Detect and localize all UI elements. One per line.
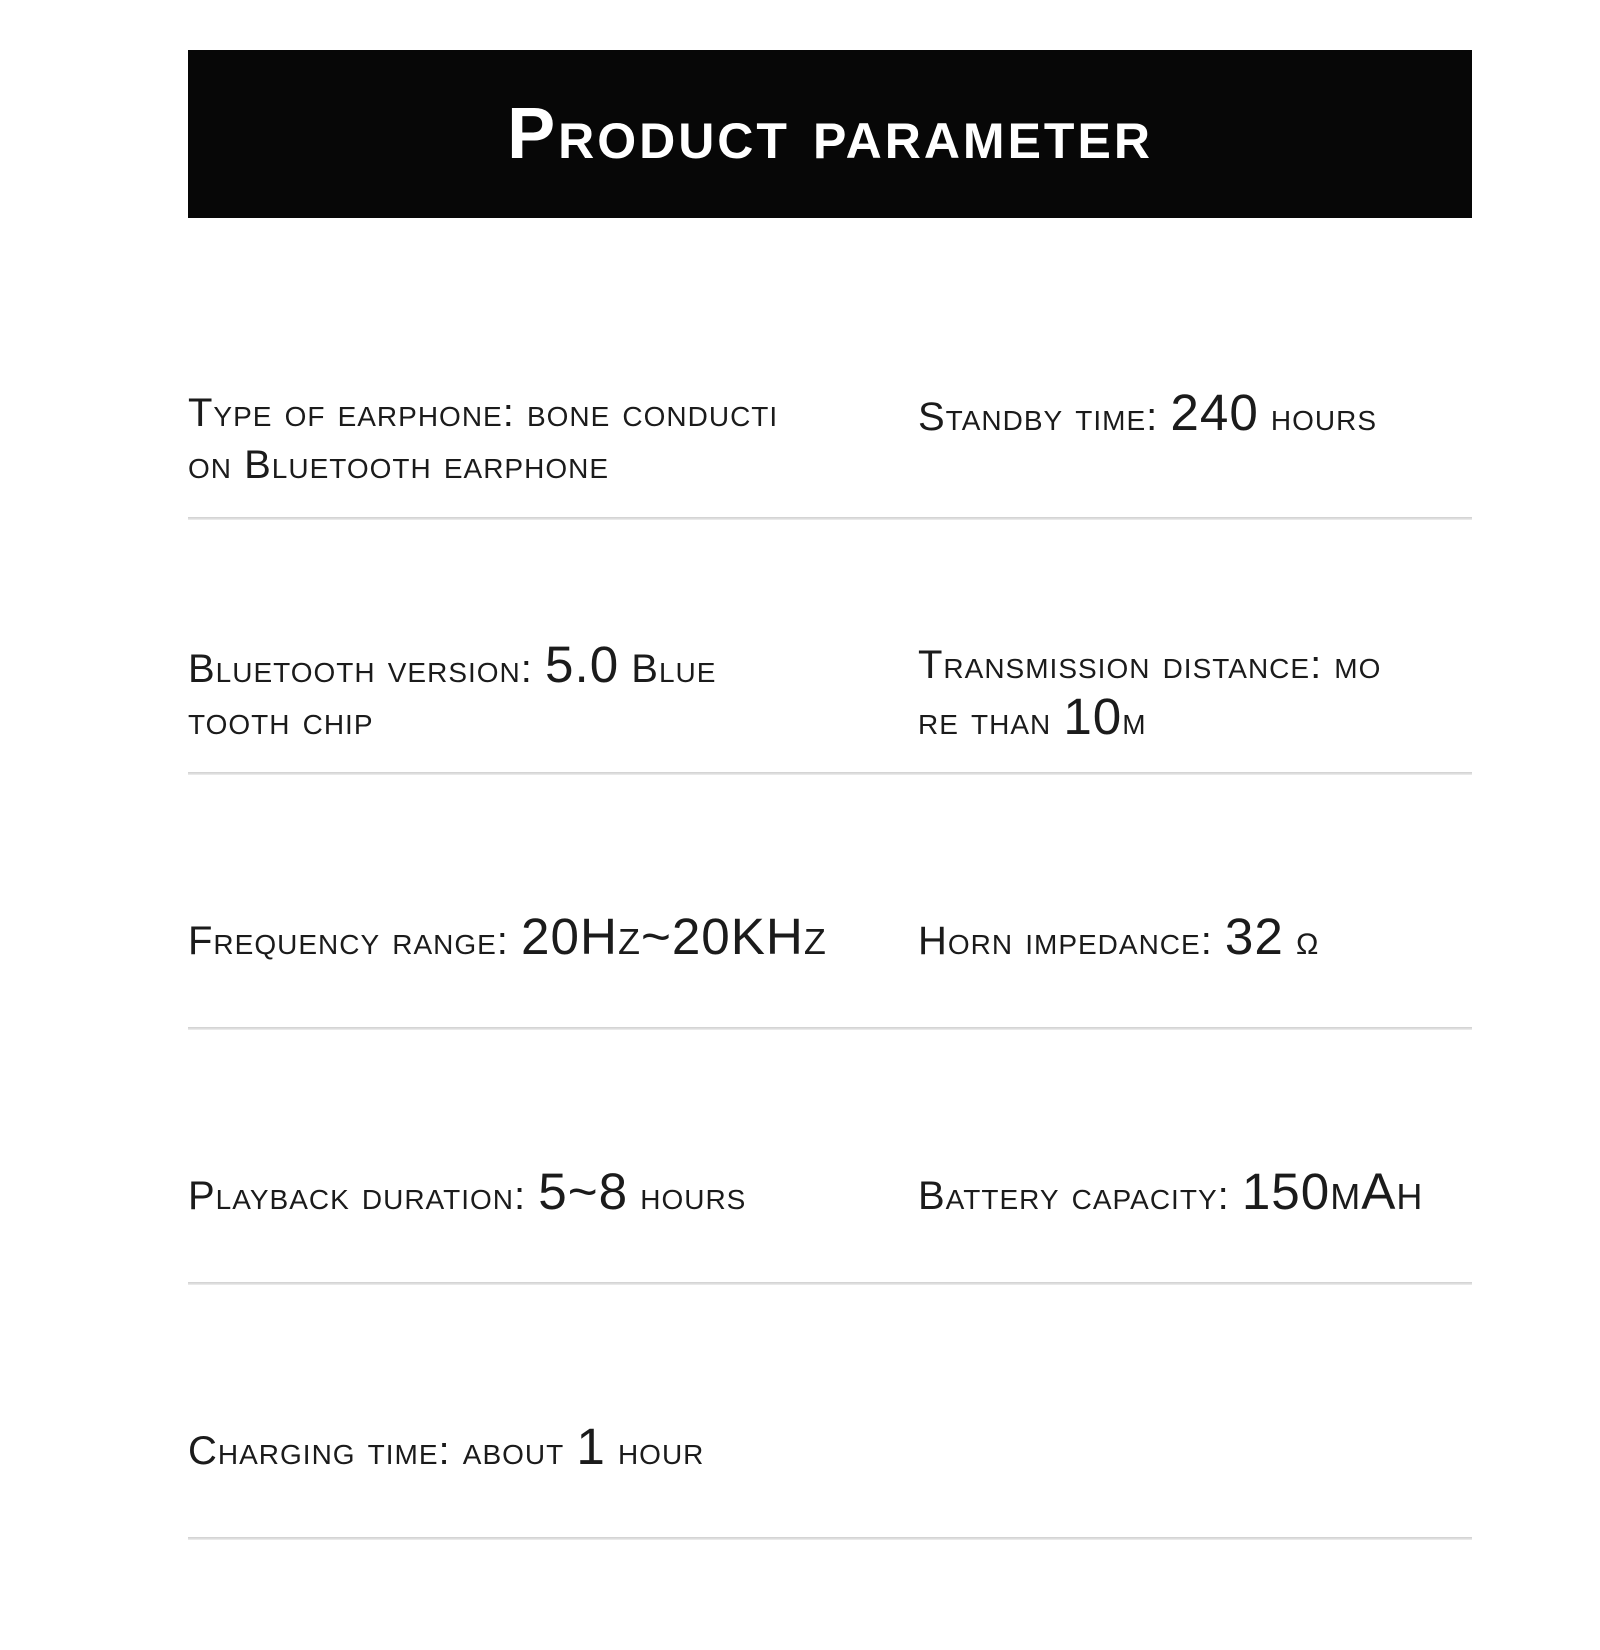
spec-text: re than bbox=[918, 699, 1064, 743]
spec-item-standby-time: Standby time: 240 hours bbox=[918, 387, 1472, 517]
spec-line: Frequency range: 20Hz~20KHz bbox=[188, 911, 918, 967]
spec-line: tooth chip bbox=[188, 695, 918, 747]
spec-item-bluetooth-version: Bluetooth version: 5.0 Blue tooth chip bbox=[188, 639, 918, 772]
spec-line: on Bluetooth earphone bbox=[188, 439, 918, 491]
spec-text: on Bluetooth earphone bbox=[188, 443, 609, 487]
spec-row: Charging time: about 1 hour bbox=[188, 1285, 1472, 1537]
spec-cell-empty bbox=[918, 1421, 1472, 1537]
spec-value: 32 bbox=[1224, 908, 1284, 965]
spec-item-battery-capacity: Battery capacity: 150mAh bbox=[918, 1166, 1472, 1282]
spec-line: Playback duration: 5~8 hours bbox=[188, 1166, 918, 1222]
spec-value: 5~8 bbox=[538, 1163, 629, 1220]
product-parameter-sheet: Product parameter Type of earphone: bone… bbox=[188, 50, 1472, 1540]
spec-value: 1 bbox=[576, 1418, 606, 1475]
page-title: Product parameter bbox=[507, 94, 1153, 174]
spec-text: m bbox=[1122, 699, 1147, 743]
spec-text: Standby time: bbox=[918, 395, 1171, 439]
spec-line: Standby time: 240 hours bbox=[918, 387, 1472, 443]
spec-line: Horn impedance: 32 Ω bbox=[918, 911, 1472, 971]
spec-text: Charging time: about bbox=[188, 1429, 577, 1473]
divider bbox=[188, 772, 1472, 775]
spec-text: Transmission distance: mo bbox=[918, 643, 1382, 687]
spec-text: hour bbox=[605, 1429, 705, 1473]
spec-text: Frequency range: bbox=[188, 919, 522, 963]
spec-item-transmission-distance: Transmission distance: mo re than 10m bbox=[918, 639, 1472, 772]
spec-row: Frequency range: 20Hz~20KHz Horn impedanc… bbox=[188, 775, 1472, 1027]
spec-line: Battery capacity: 150mAh bbox=[918, 1166, 1472, 1222]
spec-item-frequency-range: Frequency range: 20Hz~20KHz bbox=[188, 911, 918, 1027]
spec-line: Charging time: about 1 hour bbox=[188, 1421, 918, 1477]
divider bbox=[188, 517, 1472, 520]
spec-text: Ω bbox=[1295, 928, 1320, 961]
spec-row: Type of earphone: bone conducti on Blueto… bbox=[188, 218, 1472, 517]
spec-line: re than 10m bbox=[918, 691, 1472, 747]
divider bbox=[188, 1027, 1472, 1030]
spec-value: 150mAh bbox=[1241, 1163, 1424, 1220]
spec-text: Type of earphone: bone conducti bbox=[188, 391, 779, 435]
spec-text: Blue bbox=[619, 647, 717, 691]
specs-list: Type of earphone: bone conducti on Blueto… bbox=[188, 218, 1472, 1540]
divider bbox=[188, 1282, 1472, 1285]
spec-value: 240 bbox=[1170, 384, 1259, 441]
spec-text bbox=[1284, 919, 1296, 963]
spec-row: Playback duration: 5~8 hours Battery capa… bbox=[188, 1030, 1472, 1282]
spec-item-charging-time: Charging time: about 1 hour bbox=[188, 1421, 918, 1537]
spec-text: Bluetooth version: bbox=[188, 647, 545, 691]
divider bbox=[188, 1537, 1472, 1540]
spec-value: 5.0 bbox=[545, 636, 620, 693]
spec-line: Type of earphone: bone conducti bbox=[188, 387, 918, 439]
spec-item-playback-duration: Playback duration: 5~8 hours bbox=[188, 1166, 918, 1282]
spec-text: tooth chip bbox=[188, 699, 374, 743]
spec-text: hours bbox=[628, 1174, 747, 1218]
spec-item-horn-impedance: Horn impedance: 32 Ω bbox=[918, 911, 1472, 1027]
spec-value: 10 bbox=[1063, 688, 1123, 745]
spec-text: Playback duration: bbox=[188, 1174, 539, 1218]
spec-text: Horn impedance: bbox=[918, 919, 1225, 963]
spec-item-earphone-type: Type of earphone: bone conducti on Blueto… bbox=[188, 387, 918, 517]
spec-row: Bluetooth version: 5.0 Blue tooth chip Tra… bbox=[188, 520, 1472, 772]
header-bar: Product parameter bbox=[188, 50, 1472, 218]
spec-text: hours bbox=[1258, 395, 1378, 439]
spec-line: Transmission distance: mo bbox=[918, 639, 1472, 691]
spec-text: Battery capacity: bbox=[918, 1174, 1242, 1218]
spec-line: Bluetooth version: 5.0 Blue bbox=[188, 639, 918, 695]
spec-value: 20Hz~20KHz bbox=[521, 908, 827, 965]
